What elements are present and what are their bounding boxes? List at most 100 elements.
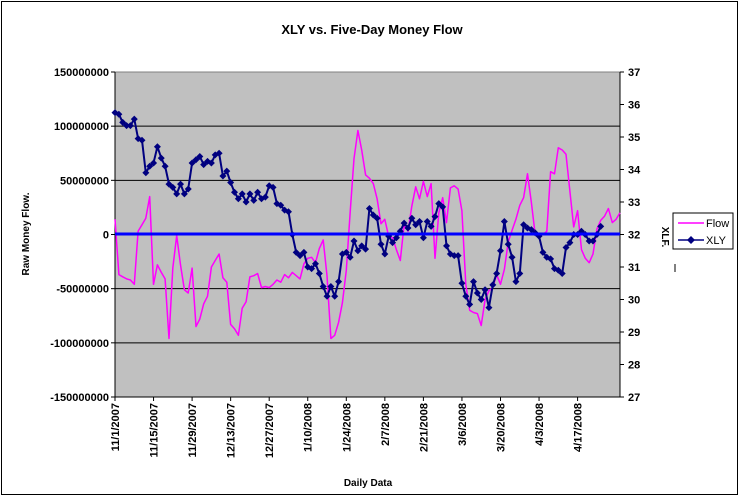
data-point xyxy=(173,190,181,198)
data-point xyxy=(165,180,173,188)
data-point xyxy=(416,218,424,225)
data-point xyxy=(192,156,200,164)
y2-tick-label: 27 xyxy=(628,392,640,404)
data-point xyxy=(300,248,308,256)
data-point xyxy=(177,180,185,188)
data-point xyxy=(261,193,269,201)
data-point xyxy=(585,237,593,245)
data-point xyxy=(566,239,574,247)
data-point xyxy=(331,292,339,300)
y2-tick-label: 30 xyxy=(628,295,640,307)
data-point xyxy=(238,190,246,198)
y-tick-label: 50000000 xyxy=(60,175,109,187)
data-point xyxy=(126,122,134,130)
data-point xyxy=(153,143,161,151)
data-point xyxy=(554,266,562,274)
data-point xyxy=(477,296,485,303)
x-tick-label: 2/21/2008 xyxy=(418,403,430,452)
data-point xyxy=(485,304,493,312)
data-point xyxy=(493,270,501,277)
data-point xyxy=(558,270,566,277)
x-tick-label: 1/24/2008 xyxy=(341,403,353,452)
data-point xyxy=(119,118,127,126)
data-point xyxy=(450,252,458,260)
data-point xyxy=(516,270,524,277)
data-point xyxy=(589,237,597,245)
data-point xyxy=(123,122,131,130)
data-point xyxy=(242,198,250,206)
legend-box xyxy=(672,212,734,250)
y-tick-label: -100000000 xyxy=(50,338,109,350)
data-point xyxy=(454,252,462,260)
data-point xyxy=(180,190,188,198)
chart-title: XLY vs. Five-Day Money Flow xyxy=(281,22,463,37)
data-point xyxy=(496,247,504,255)
data-point xyxy=(223,167,231,175)
data-point xyxy=(215,149,223,157)
data-point xyxy=(504,240,512,248)
x-tick-label: 11/1/2007 xyxy=(110,403,122,451)
legend-xly-marker xyxy=(687,236,695,244)
data-point xyxy=(130,115,138,123)
data-point xyxy=(419,234,427,242)
data-point xyxy=(315,270,323,277)
data-point xyxy=(362,245,370,253)
y2-axis-ticks: 37 36 35 34 33 32 31 30 29 28 27 xyxy=(619,67,641,404)
legend-xly-label: XLY xyxy=(706,235,727,247)
data-point xyxy=(327,283,335,290)
legend: Flow XLY xyxy=(672,212,734,250)
data-point xyxy=(400,219,408,227)
data-point xyxy=(408,214,416,222)
y2-tick-label: 32 xyxy=(628,230,640,242)
data-point xyxy=(597,222,605,230)
y-axis-ticks: 150000000 100000000 50000000 0 -50000000 -100… xyxy=(50,67,116,404)
data-point xyxy=(227,179,235,186)
y2-tick-label: 36 xyxy=(628,100,640,112)
data-point xyxy=(389,239,397,247)
x-axis-label: Daily Data xyxy=(344,478,393,489)
data-point xyxy=(157,154,165,162)
data-point xyxy=(292,248,300,256)
data-point xyxy=(196,153,204,160)
data-point xyxy=(234,195,242,203)
data-point xyxy=(254,188,262,196)
data-point xyxy=(246,190,254,198)
x-tick-label: 3/20/2008 xyxy=(495,403,507,452)
data-point xyxy=(435,200,443,208)
legend-flow-label: Flow xyxy=(706,218,729,230)
y2-tick-label: 33 xyxy=(628,197,640,209)
x-tick-label: 4/3/2008 xyxy=(534,403,546,446)
data-point xyxy=(231,188,239,196)
y2-tick-label: 29 xyxy=(628,327,640,339)
data-point xyxy=(335,278,343,286)
data-point xyxy=(269,183,277,191)
data-point xyxy=(142,169,150,177)
data-point xyxy=(412,221,420,229)
data-point xyxy=(250,196,258,204)
data-point xyxy=(381,250,389,258)
data-point xyxy=(219,172,227,180)
y-tick-label: 0 xyxy=(103,230,109,242)
data-point xyxy=(377,240,385,248)
data-point xyxy=(296,252,304,260)
data-point xyxy=(200,161,208,169)
data-point xyxy=(439,203,447,211)
x-tick-label: 12/13/2007 xyxy=(226,403,238,458)
data-point xyxy=(508,253,516,261)
y-axis-label: Raw Money Flow. xyxy=(21,192,32,275)
data-point xyxy=(358,242,366,250)
data-point xyxy=(311,260,319,268)
data-point xyxy=(443,242,451,250)
x-axis-ticks: 11/1/2007 11/15/2007 11/29/2007 12/13/2007 1… xyxy=(110,396,620,458)
y2-axis-label: XLF. xyxy=(659,227,670,248)
y-tick-label: -150000000 xyxy=(50,392,109,404)
data-point xyxy=(146,162,154,170)
y2-tick-label: 34 xyxy=(628,165,641,177)
x-tick-label: 11/29/2007 xyxy=(187,403,199,457)
data-point xyxy=(207,159,215,167)
data-point xyxy=(423,218,431,225)
data-point xyxy=(512,278,520,286)
data-point xyxy=(277,201,285,209)
y-tick-label: -50000000 xyxy=(56,284,109,296)
